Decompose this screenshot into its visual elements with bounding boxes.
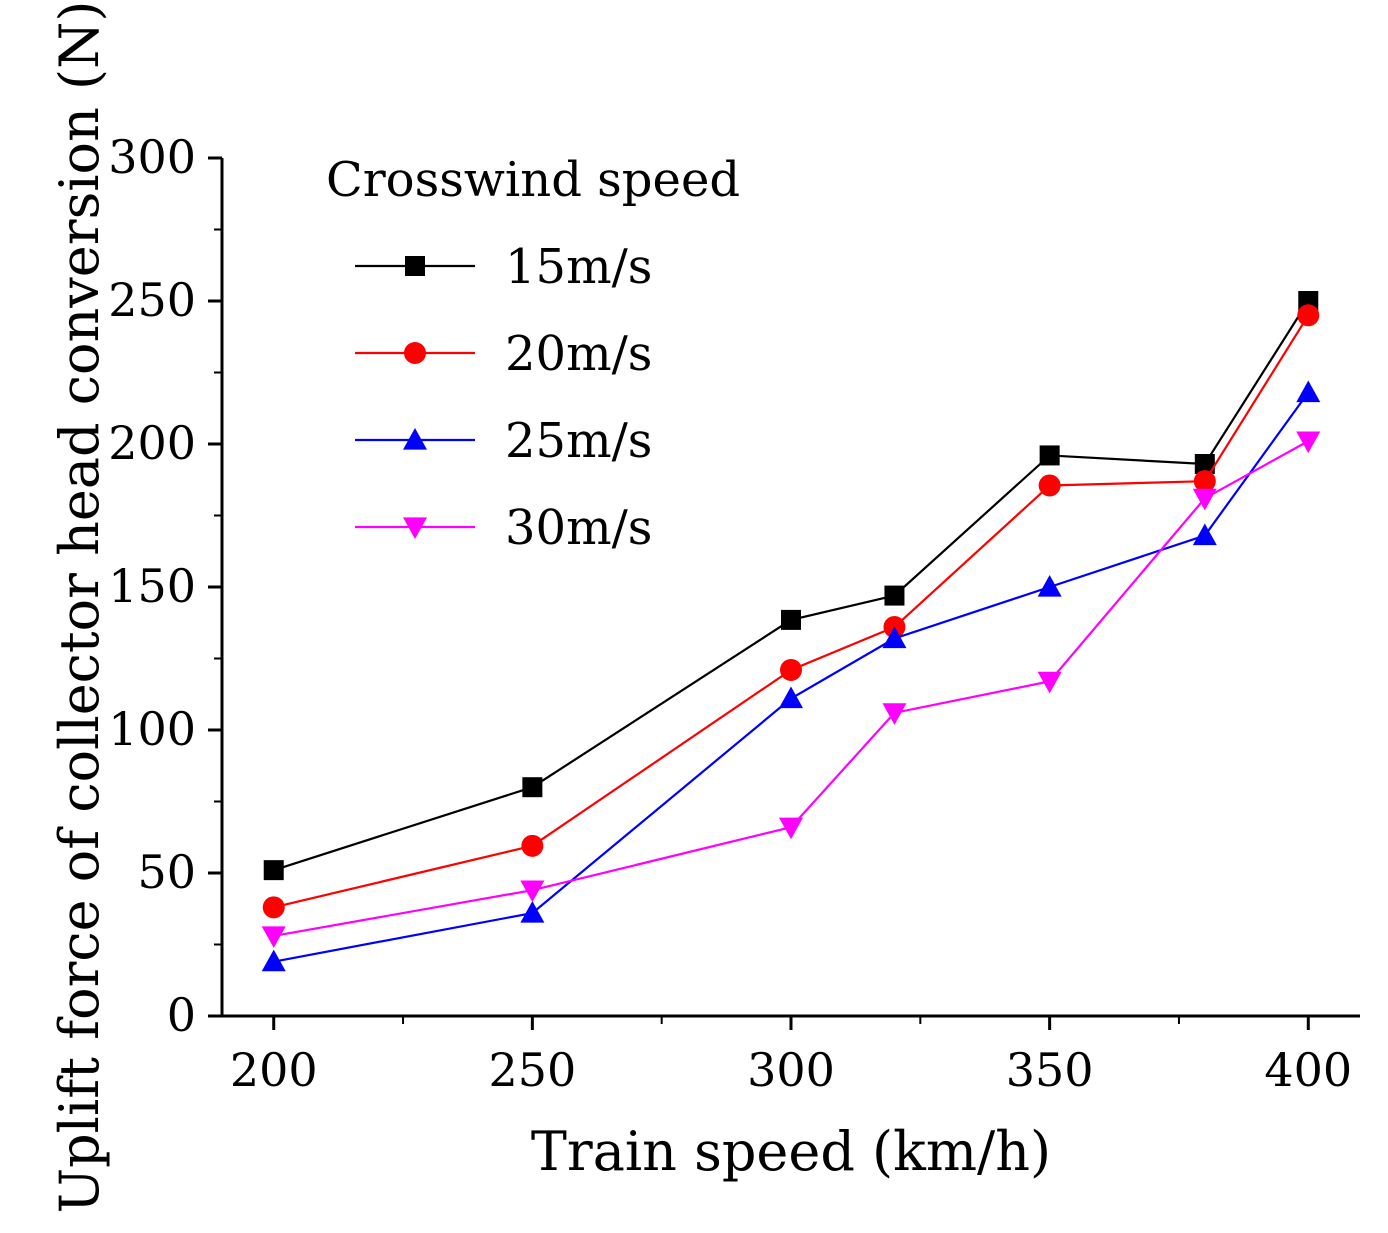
legend-items: 15m/s 20m/s 25m/s 30m/s xyxy=(355,239,652,556)
y-axis-ticks: 0 50 100 150 200 250 300 xyxy=(108,130,222,1042)
legend: Crosswind speed 15m/s 20m/s 25m/s 30m/s xyxy=(326,152,740,556)
marker-square xyxy=(1194,454,1215,475)
marker-square xyxy=(884,585,905,606)
x-axis-title: Train speed (km/h) xyxy=(531,1120,1051,1183)
y-axis-title: Uplift force of collector head conversio… xyxy=(48,1,111,1214)
marker-circle xyxy=(1297,304,1320,327)
legend-item: 20m/s xyxy=(355,326,652,382)
y-tick-label: 250 xyxy=(108,273,196,327)
x-axis-ticks: 200 250 300 350 400 xyxy=(230,1016,1352,1097)
legend-title: Crosswind speed xyxy=(326,152,740,208)
y-tick-label: 50 xyxy=(137,845,196,899)
marker-triangle-up xyxy=(1296,380,1321,403)
marker-triangle-up xyxy=(882,626,907,649)
marker-triangle-down xyxy=(403,517,427,539)
marker-triangle-up xyxy=(261,949,286,972)
marker-triangle-down xyxy=(261,926,286,948)
legend-label: 15m/s xyxy=(505,239,652,295)
marker-triangle-down xyxy=(779,817,803,840)
axes xyxy=(220,158,1360,1018)
marker-square xyxy=(405,256,425,276)
y-tick-label: 100 xyxy=(108,702,196,756)
marker-triangle-down xyxy=(1296,431,1321,454)
marker-triangle-down xyxy=(1192,488,1217,511)
marker-circle xyxy=(262,896,285,919)
series-3 xyxy=(261,380,1321,972)
legend-item: 15m/s xyxy=(355,239,652,295)
marker-triangle-up xyxy=(779,686,803,709)
x-tick-label: 400 xyxy=(1264,1043,1352,1097)
marker-triangle-down xyxy=(520,880,545,903)
marker-square xyxy=(1039,445,1060,466)
marker-circle xyxy=(404,342,426,364)
marker-square xyxy=(522,777,543,798)
marker-square xyxy=(781,609,801,630)
y-tick-label: 0 xyxy=(167,988,196,1042)
legend-label: 25m/s xyxy=(505,413,652,469)
marker-circle xyxy=(1193,470,1216,493)
legend-label: 20m/s xyxy=(505,326,652,382)
marker-square xyxy=(263,860,284,881)
legend-label: 30m/s xyxy=(505,500,652,556)
series-layer xyxy=(261,291,1321,972)
series-line xyxy=(273,300,1310,872)
series-4 xyxy=(261,431,1321,948)
legend-item: 30m/s xyxy=(355,500,652,556)
marker-triangle-up xyxy=(520,901,545,923)
x-tick-label: 300 xyxy=(747,1043,835,1097)
y-tick-label: 150 xyxy=(108,559,196,613)
marker-circle xyxy=(521,834,544,857)
x-tick-label: 350 xyxy=(1006,1043,1094,1097)
marker-triangle-up xyxy=(1192,523,1217,546)
x-tick-label: 250 xyxy=(488,1043,576,1097)
y-tick-label: 200 xyxy=(108,416,196,470)
marker-triangle-down xyxy=(1037,671,1062,694)
y-tick-label: 300 xyxy=(108,130,196,184)
marker-circle xyxy=(780,658,802,681)
x-tick-label: 200 xyxy=(230,1043,318,1097)
marker-circle xyxy=(1038,474,1061,497)
legend-item: 25m/s xyxy=(355,413,652,469)
marker-triangle-up xyxy=(403,428,427,450)
marker-triangle-up xyxy=(1037,575,1062,597)
marker-triangle-down xyxy=(882,703,907,725)
series-1 xyxy=(263,291,1319,881)
